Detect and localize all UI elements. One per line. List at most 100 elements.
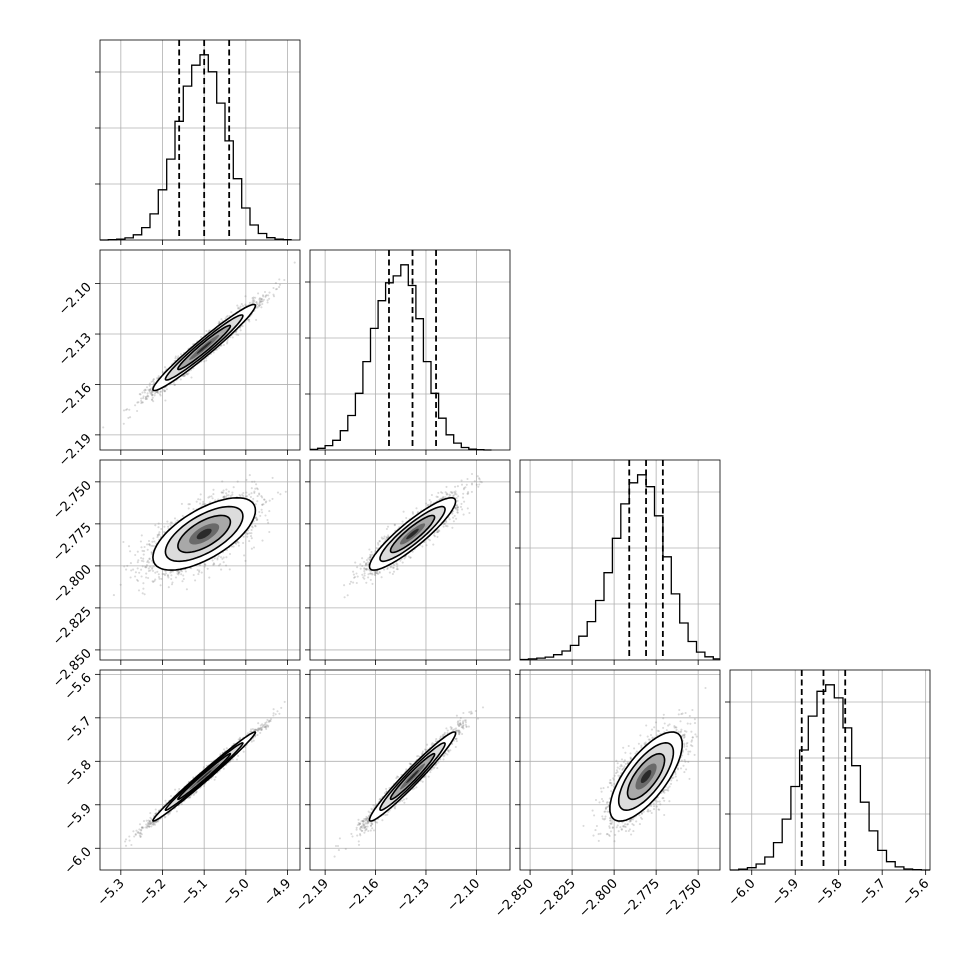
sample-point [247,318,250,321]
sample-point [248,540,251,543]
sample-point [153,540,156,543]
sample-point [146,392,149,395]
sample-point [181,580,184,583]
sample-point [140,397,143,400]
sample-point [256,518,259,521]
sample-point [224,495,228,499]
sample-point [255,305,258,308]
sample-point [151,396,154,399]
sample-point [262,295,265,298]
sample-point [260,298,264,301]
sample-point [136,579,140,582]
sample-point [156,391,159,394]
sample-point [144,398,148,401]
panel-frame [519,459,721,661]
sample-point [146,561,149,564]
sample-point [212,562,215,565]
sample-point [251,297,254,300]
sample-point [226,314,229,317]
sample-point [255,487,259,490]
sample-point [293,261,296,264]
sample-point [221,480,224,483]
sample-point [152,537,155,540]
sample-point [225,494,228,497]
sample-point [242,535,245,538]
sample-point [154,524,157,527]
sample-point [225,564,228,567]
scatter-panel-1-0 [99,249,301,451]
sample-point [206,567,209,570]
sample-point [154,392,157,395]
sample-point [264,501,267,504]
sample-point [199,502,202,505]
sample-point [143,389,146,392]
sample-point [123,565,126,568]
sample-point [127,416,130,419]
sample-point [176,570,179,573]
sample-point [146,394,149,397]
sample-point [205,359,208,362]
sample-point [202,500,205,503]
sample-point [137,559,140,562]
sample-point [137,589,141,592]
sample-point [199,564,202,567]
sample-point [192,343,195,346]
sample-point [148,382,151,385]
sample-point [229,494,232,497]
sample-point [155,390,158,393]
sample-point [248,301,251,304]
sample-point [207,496,210,499]
sample-point [255,301,258,304]
sample-point [257,292,260,295]
sample-point [177,571,180,574]
sample-point [102,426,105,429]
sample-point [147,388,150,391]
panel-frame [309,249,511,451]
sample-point [207,329,211,332]
sample-point [261,511,264,514]
sample-point [283,278,286,282]
sample-point [226,338,229,341]
sample-point [239,494,242,498]
sample-point [170,577,173,581]
sample-point [156,390,159,393]
sample-point [151,569,155,572]
sample-point [272,286,275,290]
sample-point [197,573,200,576]
sample-point [176,519,179,522]
sample-point [157,375,160,378]
sample-point [144,566,147,569]
sample-point [144,388,147,391]
sample-point [237,544,240,547]
sample-point [268,510,271,513]
sample-point [248,493,251,496]
sample-point [268,530,271,534]
sample-point [204,503,207,506]
sample-point [214,499,217,502]
hist-panel-2 [515,459,721,661]
sample-point [183,374,186,377]
sample-point [163,390,166,393]
sample-point [258,493,261,496]
sample-point [267,294,270,297]
sample-point [159,390,162,394]
sample-point [134,553,137,557]
sample-point [245,495,249,498]
sample-point [260,508,263,511]
sample-point [140,402,143,405]
sample-point [262,298,265,301]
sample-point [185,373,188,376]
sample-point [244,495,248,498]
sample-point [148,388,152,391]
sample-point [267,521,270,524]
sample-point [250,532,253,535]
sample-point [180,573,183,576]
sample-point [268,297,271,300]
sample-point [182,375,185,378]
sample-point [266,301,269,304]
sample-point [237,306,240,309]
sample-point [211,559,214,562]
sample-point [182,574,185,577]
sample-point [164,572,168,575]
sample-point [224,317,227,320]
